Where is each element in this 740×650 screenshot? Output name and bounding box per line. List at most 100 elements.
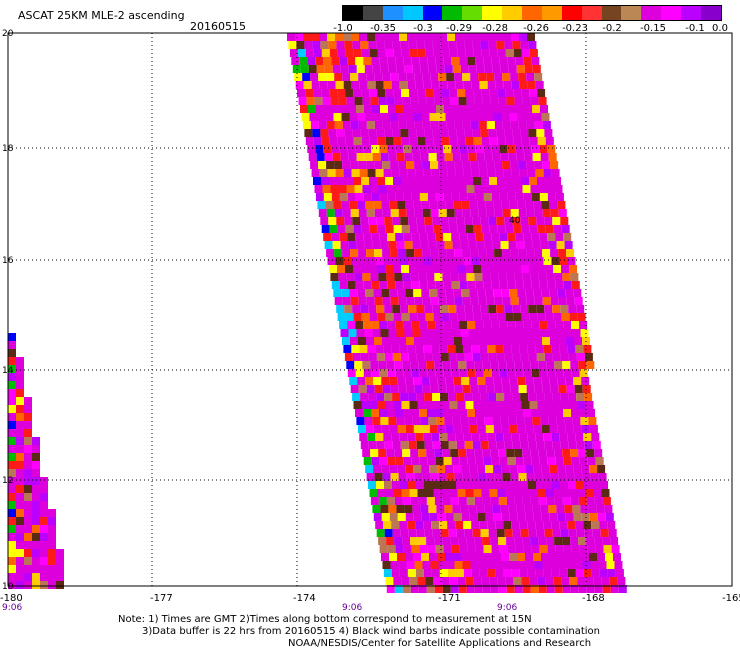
swath-cell — [489, 313, 498, 321]
swath-cell — [382, 473, 391, 481]
swath-cell — [432, 529, 441, 537]
swath-cell — [358, 121, 367, 129]
swath-cell — [539, 321, 548, 329]
legend-swatch — [621, 6, 642, 20]
swath-cell — [463, 569, 472, 577]
legend-swatch — [641, 6, 662, 20]
swath-cell — [397, 425, 406, 433]
swath-cell — [521, 177, 529, 185]
swath-cell — [419, 409, 427, 417]
swath-cell — [403, 369, 412, 377]
swath-cell — [433, 137, 442, 145]
swath-cell — [589, 465, 598, 473]
swath-cell — [499, 409, 507, 417]
swath-cell — [455, 169, 464, 177]
swath-cell — [373, 289, 382, 297]
swath-cell — [546, 585, 555, 593]
swath-cell — [382, 209, 391, 217]
swath-cell — [318, 161, 327, 169]
swath-cell — [538, 97, 547, 105]
swath-cell — [537, 225, 546, 233]
swath-cell — [477, 377, 486, 385]
swath-cell — [585, 577, 594, 585]
swath-cell — [457, 401, 466, 409]
swath-cell — [453, 465, 462, 473]
swath-cell — [462, 385, 471, 393]
swath-cell — [414, 561, 423, 569]
swath-cell — [343, 81, 352, 89]
swath-cell — [430, 385, 439, 393]
swath-cell — [503, 521, 512, 529]
swath-cell — [499, 193, 508, 201]
swath-cell — [442, 497, 451, 505]
swath-cell — [425, 265, 433, 273]
swath-cell — [464, 529, 473, 537]
swath-cell — [517, 465, 526, 473]
swath-cell — [24, 413, 32, 421]
swath-cell — [393, 225, 402, 233]
swath-cell — [559, 569, 568, 577]
swath-cell — [463, 257, 472, 265]
swath-cell — [491, 193, 500, 201]
swath-cell — [24, 397, 32, 405]
swath-cell — [561, 489, 570, 497]
swath-cell — [473, 137, 482, 145]
swath-cell — [503, 433, 512, 441]
legend-swatch — [422, 6, 443, 20]
swath-cell — [378, 273, 387, 281]
swath-cell — [332, 153, 341, 161]
swath-cell — [394, 97, 403, 105]
swath-cell — [345, 89, 354, 97]
swath-cell — [324, 241, 333, 249]
swath-cell — [451, 193, 460, 201]
swath-cell — [48, 557, 56, 565]
swath-cell — [322, 185, 331, 193]
swath-cell — [493, 553, 501, 561]
swath-cell — [403, 409, 411, 417]
swath-cell — [24, 573, 32, 581]
swath-cell — [500, 417, 509, 425]
swath-cell — [435, 457, 444, 465]
swath-cell — [555, 193, 564, 201]
swath-cell — [549, 425, 558, 433]
swath-cell — [511, 257, 520, 265]
swath-cell — [404, 241, 413, 249]
swath-cell — [8, 437, 16, 445]
swath-cell — [368, 393, 377, 401]
swath-cell — [595, 457, 604, 465]
swath-cell — [367, 257, 376, 265]
swath-cell — [409, 265, 417, 273]
swath-cell — [420, 505, 429, 513]
swath-cell — [561, 265, 569, 273]
swath-cell — [348, 329, 357, 337]
swath-cell — [371, 321, 380, 329]
swath-cell — [486, 385, 495, 393]
swath-cell — [408, 41, 417, 49]
swath-cell — [445, 553, 453, 561]
swath-cell — [489, 265, 497, 273]
swath-cell — [374, 73, 383, 81]
swath-cell — [399, 33, 407, 41]
swath-cell — [297, 49, 306, 57]
swath-cell — [471, 433, 480, 441]
swath-cell — [495, 169, 504, 177]
swath-cell — [480, 129, 489, 137]
swath-cell — [526, 249, 535, 257]
swath-cell — [549, 513, 558, 521]
swath-cell — [560, 393, 569, 401]
swath-cell — [439, 257, 448, 265]
swath-cell — [515, 409, 523, 417]
swath-cell — [378, 497, 387, 505]
swath-cell — [419, 233, 428, 241]
swath-cell — [543, 257, 552, 265]
swath-cell — [473, 401, 482, 409]
lon-tick-label: -165 — [722, 593, 740, 604]
swath-cell — [480, 41, 489, 49]
swath-cell — [503, 169, 512, 177]
swath-cell — [602, 497, 611, 505]
swath-cell — [345, 225, 354, 233]
swath-cell — [24, 405, 32, 413]
swath-cell — [482, 185, 491, 193]
swath-cell — [386, 273, 395, 281]
swath-cell — [481, 177, 489, 185]
